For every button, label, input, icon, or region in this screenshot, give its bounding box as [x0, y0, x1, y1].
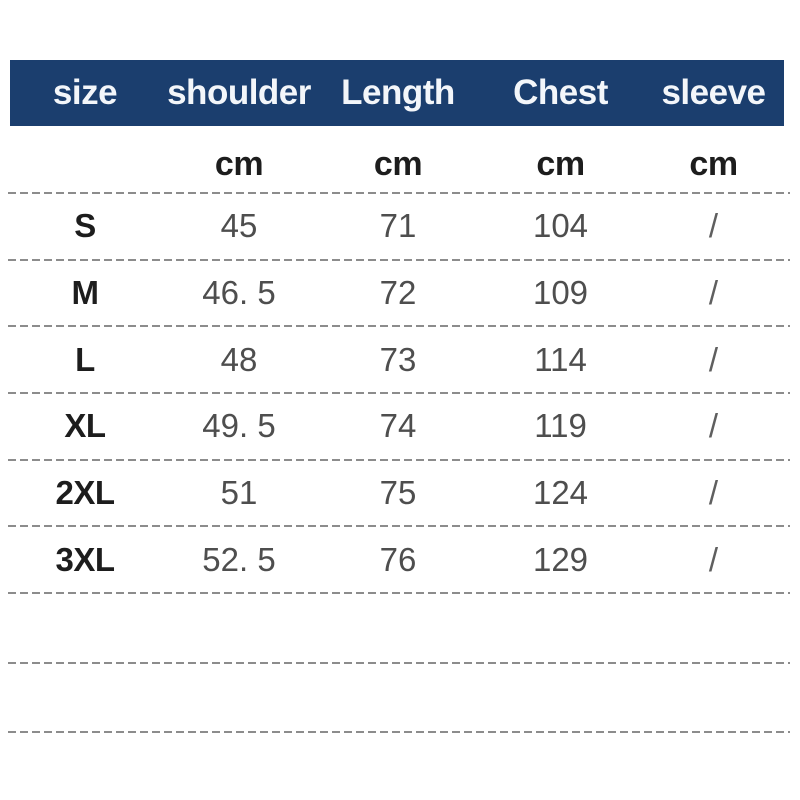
- table-row-xl: XL 49. 5 74 119 /: [8, 393, 790, 461]
- size-label: XL: [64, 407, 106, 445]
- chest-value: 109: [532, 274, 589, 312]
- shoulder-value: 45: [220, 207, 258, 245]
- size-label: L: [75, 340, 95, 378]
- length-value: 73: [379, 340, 417, 378]
- unit-cell-shoulder: cm: [214, 145, 264, 183]
- shoulder-value: 46. 5: [202, 274, 276, 312]
- table-row-m: M 46. 5 72 109 /: [8, 260, 790, 328]
- length-value: 76: [379, 540, 417, 578]
- chest-value: 129: [532, 540, 589, 578]
- empty-row: [8, 663, 790, 733]
- shoulder-value: 51: [220, 474, 258, 512]
- units-row: cm cm cm cm: [8, 126, 790, 194]
- chest-value: 104: [532, 207, 589, 245]
- chest-value: 124: [532, 474, 589, 512]
- column-header-shoulder: shoulder: [167, 73, 311, 112]
- shoulder-value: 48: [220, 340, 258, 378]
- table-row-2xl: 2XL 51 75 124 /: [8, 460, 790, 528]
- sleeve-value: /: [708, 540, 719, 578]
- chest-value: 119: [534, 407, 587, 445]
- size-label: 2XL: [55, 474, 115, 512]
- sleeve-value: /: [708, 274, 719, 312]
- size-label: M: [71, 274, 100, 312]
- table-row-s: S 45 71 104 /: [8, 193, 790, 261]
- chest-value: 114: [534, 340, 587, 378]
- length-value: 72: [379, 274, 417, 312]
- sleeve-value: /: [708, 474, 719, 512]
- table-row-3xl: 3XL 52. 5 76 129 /: [8, 526, 790, 594]
- sleeve-value: /: [708, 207, 719, 245]
- shoulder-value: 52. 5: [202, 540, 276, 578]
- size-label: 3XL: [55, 540, 115, 578]
- size-label: S: [74, 207, 96, 245]
- length-value: 71: [379, 207, 417, 245]
- sleeve-value: /: [708, 340, 719, 378]
- column-header-length: Length: [341, 73, 455, 112]
- length-value: 74: [379, 407, 417, 445]
- unit-cell-length: cm: [373, 145, 423, 183]
- length-value: 75: [379, 474, 417, 512]
- shoulder-value: 49. 5: [202, 407, 276, 445]
- table-header-band: size shoulder Length Chest sleeve: [10, 60, 784, 126]
- column-header-chest: Chest: [513, 73, 608, 112]
- unit-cell-chest: cm: [536, 145, 585, 183]
- column-header-size: size: [52, 73, 118, 112]
- table-row-l: L 48 73 114 /: [8, 326, 790, 394]
- size-chart-table: size shoulder Length Chest sleeve cm cm …: [8, 60, 790, 733]
- sleeve-value: /: [708, 407, 719, 445]
- unit-cell-sleeve: cm: [689, 145, 738, 183]
- column-header-sleeve: sleeve: [661, 73, 766, 112]
- empty-row: [8, 593, 790, 664]
